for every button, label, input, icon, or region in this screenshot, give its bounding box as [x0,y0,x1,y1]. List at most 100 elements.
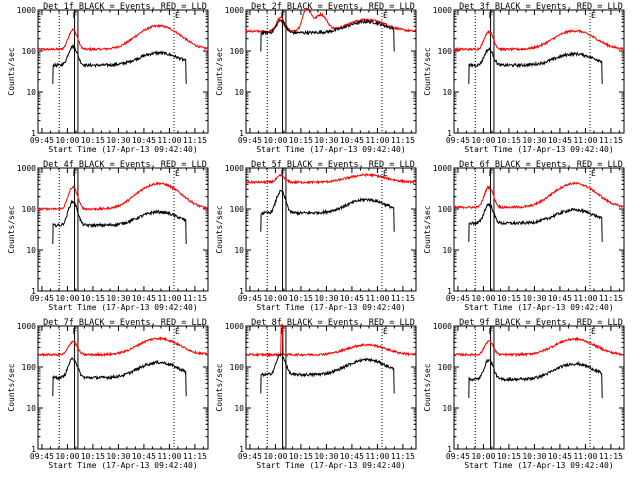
x-tick-label: 09:45 [238,294,262,303]
marker-e: E [383,11,388,20]
x-tick-label: 09:45 [446,136,470,145]
y-tick-label: 1000 [225,6,244,15]
y-tick-label: 1000 [17,322,36,331]
x-tick-label: 11:15 [391,294,415,303]
marker-e: E [591,11,596,20]
marker-f: F [73,169,78,178]
x-tick-label: 10:15 [81,452,105,461]
marker-e: E [591,169,596,178]
marker-f: F [489,327,494,336]
panel-title: Det 4f BLACK = Events, RED = LLD [43,160,207,170]
series-black-events [468,202,603,242]
x-axis-label: Start Time (17-Apr-13 09:42:40) [464,145,613,154]
plot-frame [37,9,209,134]
panel-6: Det 6f BLACK = Events, RED = LLD 1 10 100 10… [423,160,625,312]
x-tick-label: 11:15 [183,452,207,461]
x-tick-label: 10:00 [263,294,287,303]
y-axis-label: Counts/sec [215,47,224,95]
series-black-events [468,358,603,399]
marker-e: E [175,327,180,336]
series-black-events [260,18,395,52]
x-tick-label: 10:30 [522,452,546,461]
x-tick-label: 10:15 [81,136,105,145]
y-tick-label: 10 [442,246,452,255]
x-tick-label: 10:15 [497,136,521,145]
x-tick-label: 10:00 [471,136,495,145]
x-tick-label: 11:00 [157,136,181,145]
x-tick-label: 10:45 [548,294,572,303]
y-axis-label: Counts/sec [423,205,432,253]
y-tick-label: 100 [438,205,453,214]
y-tick-label: 10 [442,404,452,413]
series-red-lld [453,29,625,53]
series-black-events [52,199,187,245]
panel-3: Det 3f BLACK = Events, RED = LLD 1 10 100 10… [423,2,625,154]
x-tick-label: 10:30 [106,294,130,303]
x-tick-label: 10:45 [340,294,364,303]
marker-f: F [489,11,494,20]
y-tick-label: 1 [239,129,244,138]
marker-f: F [489,169,494,178]
y-tick-label: 1 [447,287,452,296]
series-black-events [52,357,187,397]
y-tick-label: 10 [442,88,452,97]
plot-frame [453,167,625,292]
x-tick-label: 10:45 [132,452,156,461]
y-tick-label: 10 [234,88,244,97]
plot-frame [37,167,209,292]
panel-title: Det 2f BLACK = Events, RED = LLD [251,2,415,12]
x-tick-label: 11:15 [599,452,623,461]
y-tick-label: 100 [438,47,453,56]
marker-e: E [591,327,596,336]
panel-title: Det 1f BLACK = Events, RED = LLD [43,2,207,12]
series-red-lld [37,336,209,358]
x-tick-label: 11:00 [573,452,597,461]
series-black-events [468,46,603,84]
x-tick-label: 09:45 [30,136,54,145]
y-tick-label: 100 [230,47,245,56]
x-tick-label: 11:00 [365,136,389,145]
y-axis-label: Counts/sec [423,363,432,411]
x-tick-label: 10:00 [263,136,287,145]
x-tick-label: 11:00 [365,294,389,303]
x-tick-label: 10:15 [497,452,521,461]
x-tick-label: 10:15 [497,294,521,303]
y-tick-label: 1000 [433,322,452,331]
panel-4: Det 4f BLACK = Events, RED = LLD 1 10 100 10… [7,160,209,312]
panel-title: Det 9f BLACK = Events, RED = LLD [459,318,623,328]
y-tick-label: 1 [31,129,36,138]
x-tick-label: 11:15 [599,136,623,145]
x-tick-label: 10:00 [55,452,79,461]
x-tick-label: 09:45 [446,452,470,461]
plot-frame [453,9,625,134]
y-tick-label: 10 [26,404,36,413]
panel-title: Det 5f BLACK = Events, RED = LLD [251,160,415,170]
x-tick-label: 11:15 [391,136,415,145]
y-tick-label: 1 [239,445,244,454]
x-tick-label: 10:30 [314,136,338,145]
x-tick-label: 10:00 [263,452,287,461]
x-tick-label: 10:45 [548,136,572,145]
x-tick-label: 10:15 [289,294,313,303]
x-axis-label: Start Time (17-Apr-13 09:42:40) [48,461,197,470]
x-tick-label: 09:45 [30,452,54,461]
x-tick-label: 09:45 [30,294,54,303]
marker-f: F [73,11,78,20]
y-tick-label: 100 [230,363,245,372]
y-tick-label: 1000 [225,322,244,331]
y-tick-label: 100 [438,363,453,372]
x-tick-label: 11:00 [365,452,389,461]
series-red-lld [245,8,417,34]
marker-f: F [281,11,286,20]
y-tick-label: 100 [230,205,245,214]
x-tick-label: 11:15 [391,452,415,461]
plot-frame [453,325,625,450]
x-tick-label: 11:00 [157,452,181,461]
x-tick-label: 10:00 [471,294,495,303]
panel-8: Det 8f BLACK = Events, RED = LLD 1 10 100 10… [215,318,417,470]
y-tick-label: 1000 [433,6,452,15]
x-tick-label: 10:15 [289,452,313,461]
x-tick-label: 10:30 [522,294,546,303]
x-tick-label: 11:15 [183,136,207,145]
series-red-lld [245,172,416,185]
